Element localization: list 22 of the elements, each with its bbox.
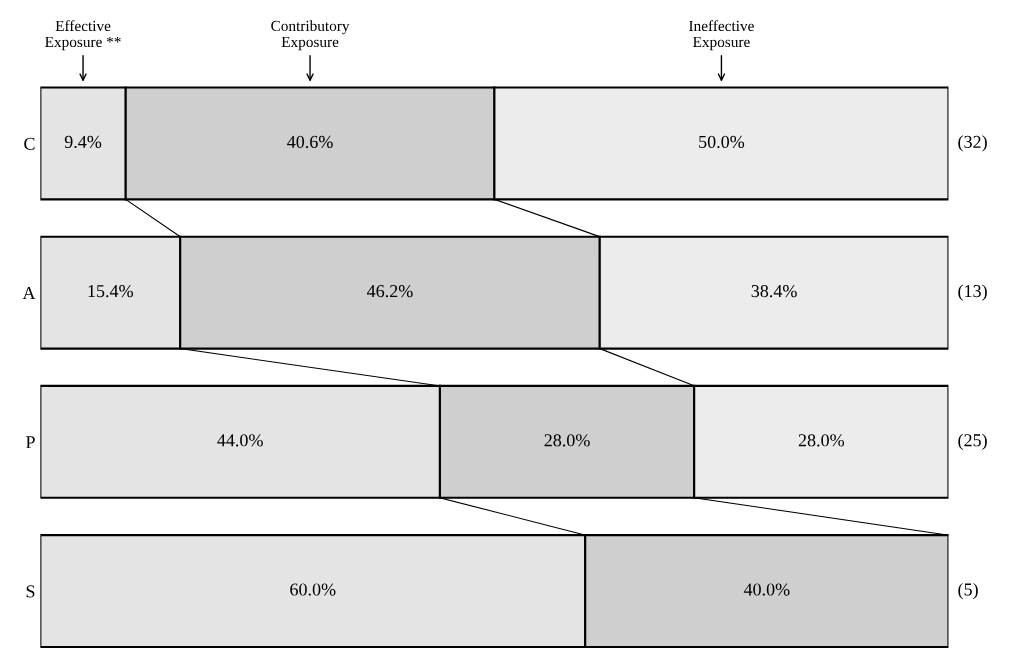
data-label: 60.0%	[290, 583, 336, 596]
text: (25)	[958, 433, 987, 451]
text: (32)	[958, 135, 987, 152]
data-label: 44.0%	[217, 434, 263, 447]
data-label: 46.2%	[367, 284, 413, 298]
data-label: 40.0%	[743, 583, 790, 596]
y-tick-label: S	[26, 585, 35, 598]
text: Contributory Exposure	[271, 20, 350, 51]
data-label: 50.0%	[699, 135, 745, 149]
data-label: 28.0%	[798, 434, 845, 447]
y-tick-label: C	[24, 137, 35, 150]
y-tick-label: A	[22, 286, 36, 299]
y-tick-label: P	[25, 436, 35, 449]
text: (13)	[958, 284, 987, 301]
data-label: 38.4%	[751, 284, 797, 298]
data-label: 9.4%	[64, 135, 102, 149]
text: (5)	[958, 582, 978, 600]
text: Effective Exposure **	[45, 20, 121, 51]
data-label: 40.6%	[287, 135, 333, 149]
text: Ineffective Exposure	[689, 20, 754, 51]
data-label: 15.4%	[88, 284, 133, 298]
data-label: 28.0%	[544, 434, 590, 447]
